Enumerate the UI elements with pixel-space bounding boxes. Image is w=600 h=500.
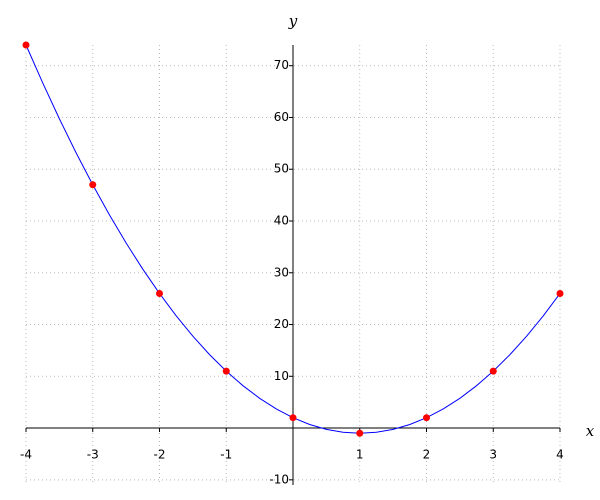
point	[156, 289, 163, 297]
point	[222, 367, 230, 375]
y-axis-title: y	[288, 12, 298, 30]
point	[489, 367, 497, 375]
y-tick-label: 10	[274, 369, 289, 383]
x-tick-label: -3	[87, 448, 99, 462]
y-tick-label: 20	[274, 317, 289, 331]
point	[556, 289, 564, 297]
y-tick-label: 40	[274, 214, 289, 228]
x-axis-title: x	[586, 422, 595, 440]
point	[22, 41, 30, 49]
x-tick-label: 2	[423, 448, 431, 462]
x-tick-label: 3	[489, 448, 497, 462]
x-tick-label: -2	[154, 448, 166, 462]
point	[356, 429, 364, 437]
point	[289, 414, 297, 422]
y-tick-label: 70	[274, 58, 289, 72]
y-tick-label: -10	[269, 472, 289, 486]
y-tick-label: 30	[274, 265, 289, 279]
y-tick-label: 50	[274, 162, 289, 176]
x-tick-label: -1	[220, 448, 232, 462]
x-tick-label: 1	[356, 448, 364, 462]
x-tick-label: 4	[556, 448, 564, 462]
point	[89, 181, 97, 189]
point	[423, 414, 430, 422]
y-tick-label: 60	[274, 110, 289, 124]
x-tick-label: -4	[20, 448, 32, 462]
